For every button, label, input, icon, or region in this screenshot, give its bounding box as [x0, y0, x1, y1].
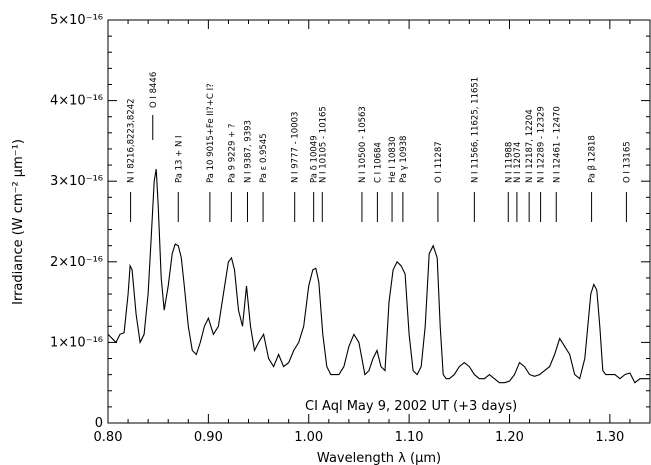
line-id-label: N I 12461 - 12470: [552, 106, 562, 183]
line-id-label: O I 11287: [434, 141, 444, 183]
x-tick-label: 1.10: [395, 430, 424, 445]
line-id-label: Pa 9 9229 + ?: [227, 124, 237, 183]
line-id-label: Pa ε 0.9545: [259, 133, 269, 183]
line-id-label: C I 10684: [373, 142, 383, 183]
line-id-label: N I 12289 - 12329: [537, 106, 547, 183]
x-tick-label: 0.80: [94, 430, 123, 445]
chart-annotation: CI Aql May 9, 2002 UT (+3 days): [305, 399, 517, 414]
line-id-label: Pa β 12818: [588, 135, 598, 183]
line-id-label: Pa 10 9015+Fe II?+C I?: [206, 83, 216, 183]
line-id-label: N I 9777 - 10003: [291, 112, 301, 183]
y-tick-label: 0: [95, 416, 103, 431]
x-tick-label: 1.30: [595, 430, 624, 445]
line-id-label: N I 12187, 12204: [525, 109, 535, 183]
x-tick-label: 0.90: [194, 430, 223, 445]
line-id-label: N I 11566, 11625, 11651: [470, 77, 480, 183]
y-tick-label: 3×10⁻¹⁶: [50, 174, 103, 189]
plot-frame: [107, 19, 651, 424]
x-tick-label: 1.00: [294, 430, 323, 445]
line-id-label: Pa 13 + N I: [174, 135, 184, 183]
line-id-label: Pa δ 10049: [310, 135, 320, 183]
line-id-label: He I 10830: [388, 136, 398, 183]
line-id-label: N I 9387, 9393: [244, 120, 254, 183]
spectrum-series-line: [107, 169, 650, 384]
line-id-label: N I 10105 - 10165: [318, 106, 328, 183]
y-tick-label: 5×10⁻¹⁶: [50, 13, 103, 28]
line-id-label: N I 12074: [513, 142, 523, 183]
y-tick-label: 1×10⁻¹⁶: [50, 335, 103, 350]
y-tick-label: 4×10⁻¹⁶: [50, 94, 103, 109]
line-id-label: O I 13165: [622, 141, 632, 183]
line-id-label: N I 8216,8223,8242: [127, 98, 137, 183]
line-identifications: N I 8216,8223,8242 O I 8446 Pa 13 + N I Pa …: [127, 72, 632, 222]
y-axis-label: Irradiance (W cm⁻² μm⁻¹): [11, 139, 26, 305]
x-axis-ticks: 0.80 0.90 1.00 1.10 1.20 1.30: [94, 20, 631, 445]
line-id-label: N I 11988: [504, 142, 514, 183]
y-tick-label: 2×10⁻¹⁶: [50, 255, 103, 270]
x-axis-label: Wavelength λ (μm): [317, 451, 441, 465]
line-id-label: O I 8446: [149, 72, 159, 108]
line-id-label: Pa γ 10938: [399, 136, 409, 183]
line-id-label: N I 10500 - 10563: [358, 106, 368, 183]
x-tick-label: 1.20: [495, 430, 524, 445]
y-axis-ticks: 0 1×10⁻¹⁶ 2×10⁻¹⁶ 3×10⁻¹⁶ 4×10⁻¹⁶ 5×10⁻¹⁶: [50, 13, 650, 431]
